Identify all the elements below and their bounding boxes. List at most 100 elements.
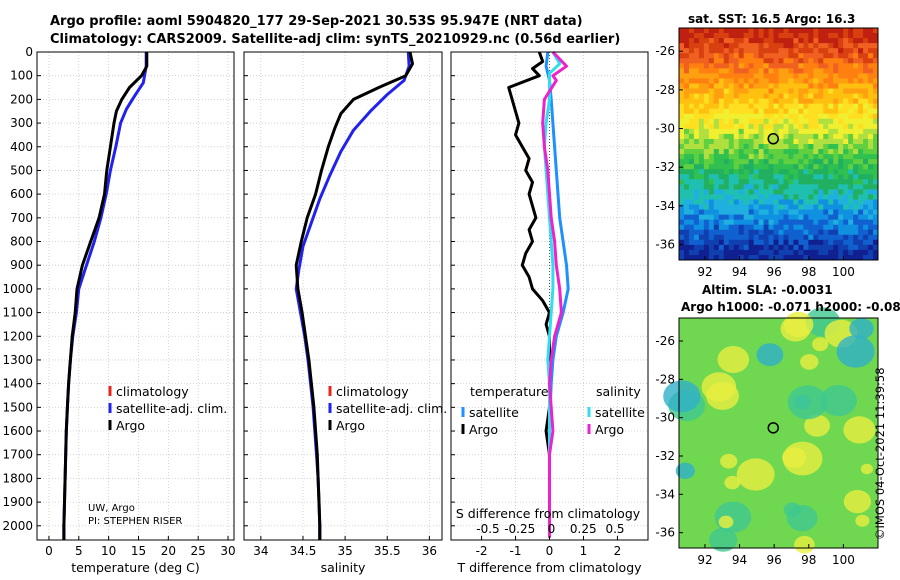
sst-cell bbox=[783, 224, 789, 231]
sst-cell bbox=[773, 169, 779, 175]
sst-cell bbox=[763, 144, 769, 150]
sst-cell bbox=[838, 73, 844, 79]
sst-cell bbox=[703, 184, 710, 190]
sst-cell bbox=[698, 133, 705, 140]
sst-cell bbox=[728, 78, 735, 84]
sst-cell bbox=[679, 38, 685, 44]
sst-cell bbox=[798, 28, 804, 34]
sla-anomaly-blob bbox=[787, 385, 828, 420]
copyright-stamp: ©IMOS 04-Oct-2021 11:39:58 bbox=[873, 367, 887, 540]
sst-cell bbox=[743, 123, 750, 130]
sst-cell bbox=[858, 78, 864, 84]
sst-cell bbox=[733, 78, 740, 84]
s-tick-label: 0.25 bbox=[570, 522, 597, 536]
sst-cell bbox=[743, 68, 750, 74]
sst-cell bbox=[748, 133, 755, 140]
sst-cell bbox=[783, 189, 789, 195]
sst-cell bbox=[858, 204, 864, 210]
sst-cell bbox=[828, 63, 834, 69]
sst-cell bbox=[773, 38, 779, 44]
sst-cell bbox=[843, 234, 849, 241]
sst-cell bbox=[698, 43, 705, 49]
sst-cell bbox=[858, 88, 864, 94]
sst-cell bbox=[748, 118, 755, 125]
sst-cell bbox=[803, 38, 809, 44]
sst-cell bbox=[688, 28, 695, 34]
sst-cell bbox=[808, 118, 814, 125]
sst-cell bbox=[718, 164, 725, 170]
sst-cell bbox=[788, 174, 794, 180]
sst-cell bbox=[793, 133, 799, 140]
sst-cell bbox=[733, 98, 740, 105]
sst-cell bbox=[743, 144, 750, 150]
sst-cell bbox=[818, 229, 824, 236]
sst-cell bbox=[843, 229, 849, 236]
sst-cell bbox=[728, 58, 735, 64]
sst-cell bbox=[758, 103, 764, 110]
sst-cell bbox=[693, 189, 700, 195]
sst-cell bbox=[778, 138, 784, 145]
sst-cell bbox=[858, 234, 864, 241]
sst-cell bbox=[793, 53, 799, 59]
sst-cell bbox=[753, 174, 760, 180]
sst-cell bbox=[873, 133, 879, 140]
sst-cell bbox=[763, 63, 769, 69]
sst-cell bbox=[868, 184, 874, 190]
sst-cell bbox=[808, 93, 814, 100]
sst-cell bbox=[798, 209, 804, 216]
sst-cell bbox=[773, 53, 779, 59]
sst-cell bbox=[853, 174, 859, 180]
y-tick-label: 900 bbox=[10, 258, 33, 272]
sst-cell bbox=[838, 234, 844, 241]
sst-cell bbox=[728, 219, 735, 226]
sst-cell bbox=[768, 128, 774, 135]
sst-cell bbox=[798, 58, 804, 64]
sst-cell bbox=[868, 199, 874, 205]
sst-cell bbox=[718, 48, 725, 54]
sst-cell bbox=[788, 214, 794, 221]
sst-cell bbox=[798, 78, 804, 84]
sla-anomaly-blob bbox=[800, 354, 819, 370]
sst-cell bbox=[758, 164, 764, 170]
sst-cell bbox=[818, 78, 824, 84]
sst-cell bbox=[683, 164, 690, 170]
sst-cell bbox=[703, 28, 710, 34]
sst-cell bbox=[733, 113, 740, 120]
sst-cell bbox=[793, 73, 799, 79]
sst-cell bbox=[728, 244, 735, 251]
sst-cell bbox=[813, 138, 819, 145]
sst-cell bbox=[873, 254, 879, 261]
sst-cell bbox=[753, 254, 760, 261]
sst-cell bbox=[813, 244, 819, 251]
sst-cell bbox=[823, 179, 829, 185]
sst-cell bbox=[863, 88, 869, 94]
sst-cell bbox=[733, 48, 740, 54]
sst-cell bbox=[848, 63, 854, 69]
sst-cell bbox=[793, 239, 799, 246]
sst-cell bbox=[788, 118, 794, 125]
sst-cell bbox=[848, 33, 854, 39]
sst-cell bbox=[693, 133, 700, 140]
sst-cell bbox=[823, 58, 829, 64]
sst-cell bbox=[823, 244, 829, 251]
pi-label: PI: STEPHEN RISER bbox=[88, 516, 183, 527]
legend-label: Argo bbox=[336, 418, 365, 433]
sst-cell bbox=[853, 219, 859, 226]
sst-cell bbox=[833, 38, 839, 44]
sst-cell bbox=[738, 229, 745, 236]
sst-cell bbox=[738, 249, 745, 256]
x-tick-label: 30 bbox=[220, 544, 235, 558]
sst-cell bbox=[858, 123, 864, 130]
sst-cell bbox=[698, 73, 705, 79]
sst-cell bbox=[818, 133, 824, 140]
sst-cell bbox=[733, 63, 740, 69]
sst-cell bbox=[793, 204, 799, 210]
sst-cell bbox=[703, 189, 710, 195]
sst-cell bbox=[713, 108, 720, 115]
sst-cell bbox=[848, 229, 854, 236]
sst-cell bbox=[833, 229, 839, 236]
sst-cell bbox=[679, 113, 685, 120]
sst-cell bbox=[873, 189, 879, 195]
sst-cell bbox=[773, 234, 779, 241]
sst-cell bbox=[818, 189, 824, 195]
